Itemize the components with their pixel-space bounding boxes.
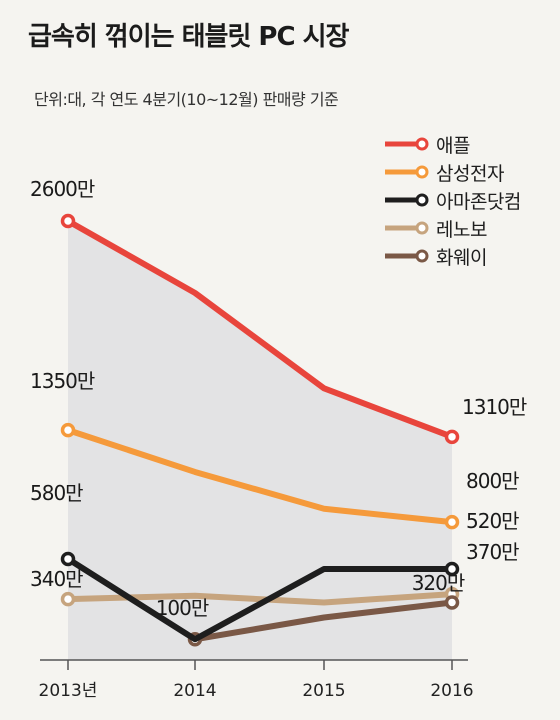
legend-item: 레노보 — [382, 214, 521, 242]
legend-swatch — [385, 221, 429, 235]
series-line-2 — [65, 427, 455, 526]
legend-swatch — [385, 249, 429, 263]
series-line-1 — [65, 218, 455, 440]
data-label: 1350만 — [30, 369, 95, 393]
series-line-5 — [192, 599, 455, 643]
data-label: 1310만 — [462, 395, 527, 419]
series-marker — [444, 595, 460, 610]
legend-label: 애플 — [436, 134, 470, 157]
data-label: 520만 — [466, 509, 519, 533]
data-label: 580만 — [30, 481, 83, 505]
area-fill — [68, 221, 452, 660]
series-marker — [60, 213, 76, 229]
legend-item: 아마존닷컴 — [382, 186, 521, 214]
data-label: 100만 — [156, 596, 209, 620]
legend-item: 삼성전자 — [382, 158, 521, 186]
x-tick-label: 2013년 — [39, 681, 98, 701]
legend-label: 아마존닷컴 — [436, 190, 521, 213]
data-label: 370만 — [466, 540, 519, 564]
data-label: 800만 — [466, 469, 519, 493]
x-tick-label: 2016 — [430, 681, 473, 701]
legend-label: 레노보 — [436, 218, 487, 241]
series-marker — [60, 422, 76, 438]
legend-label: 삼성전자 — [436, 162, 504, 185]
legend-swatch — [385, 137, 429, 151]
series-line-3 — [65, 555, 455, 643]
legend-swatch-marker — [415, 137, 429, 151]
chart-title: 급속히 꺾이는 태블릿 PC 시장 — [28, 22, 349, 52]
legend-label: 화웨이 — [436, 246, 487, 269]
series-marker — [444, 514, 460, 530]
legend-item: 화웨이 — [382, 242, 521, 270]
legend-swatch-marker — [415, 221, 429, 235]
data-label: 340만 — [30, 567, 83, 591]
x-tick-label: 2014 — [173, 681, 216, 701]
legend-swatch-marker — [415, 249, 429, 263]
x-tick-label: 2015 — [302, 681, 345, 701]
legend-swatch-marker — [415, 193, 429, 207]
series-marker — [60, 551, 76, 567]
legend-swatch-marker — [415, 165, 429, 179]
data-label: 2600만 — [30, 177, 95, 201]
legend-swatch — [385, 165, 429, 179]
series-marker — [444, 561, 460, 577]
data-label: 320만 — [412, 571, 465, 595]
series-marker — [444, 429, 460, 445]
series-marker — [60, 591, 76, 607]
legend-swatch — [385, 193, 429, 207]
legend-item: 애플 — [382, 130, 521, 158]
chart-subtitle: 단위:대, 각 연도 4분기(10~12월) 판매량 기준 — [34, 90, 339, 109]
